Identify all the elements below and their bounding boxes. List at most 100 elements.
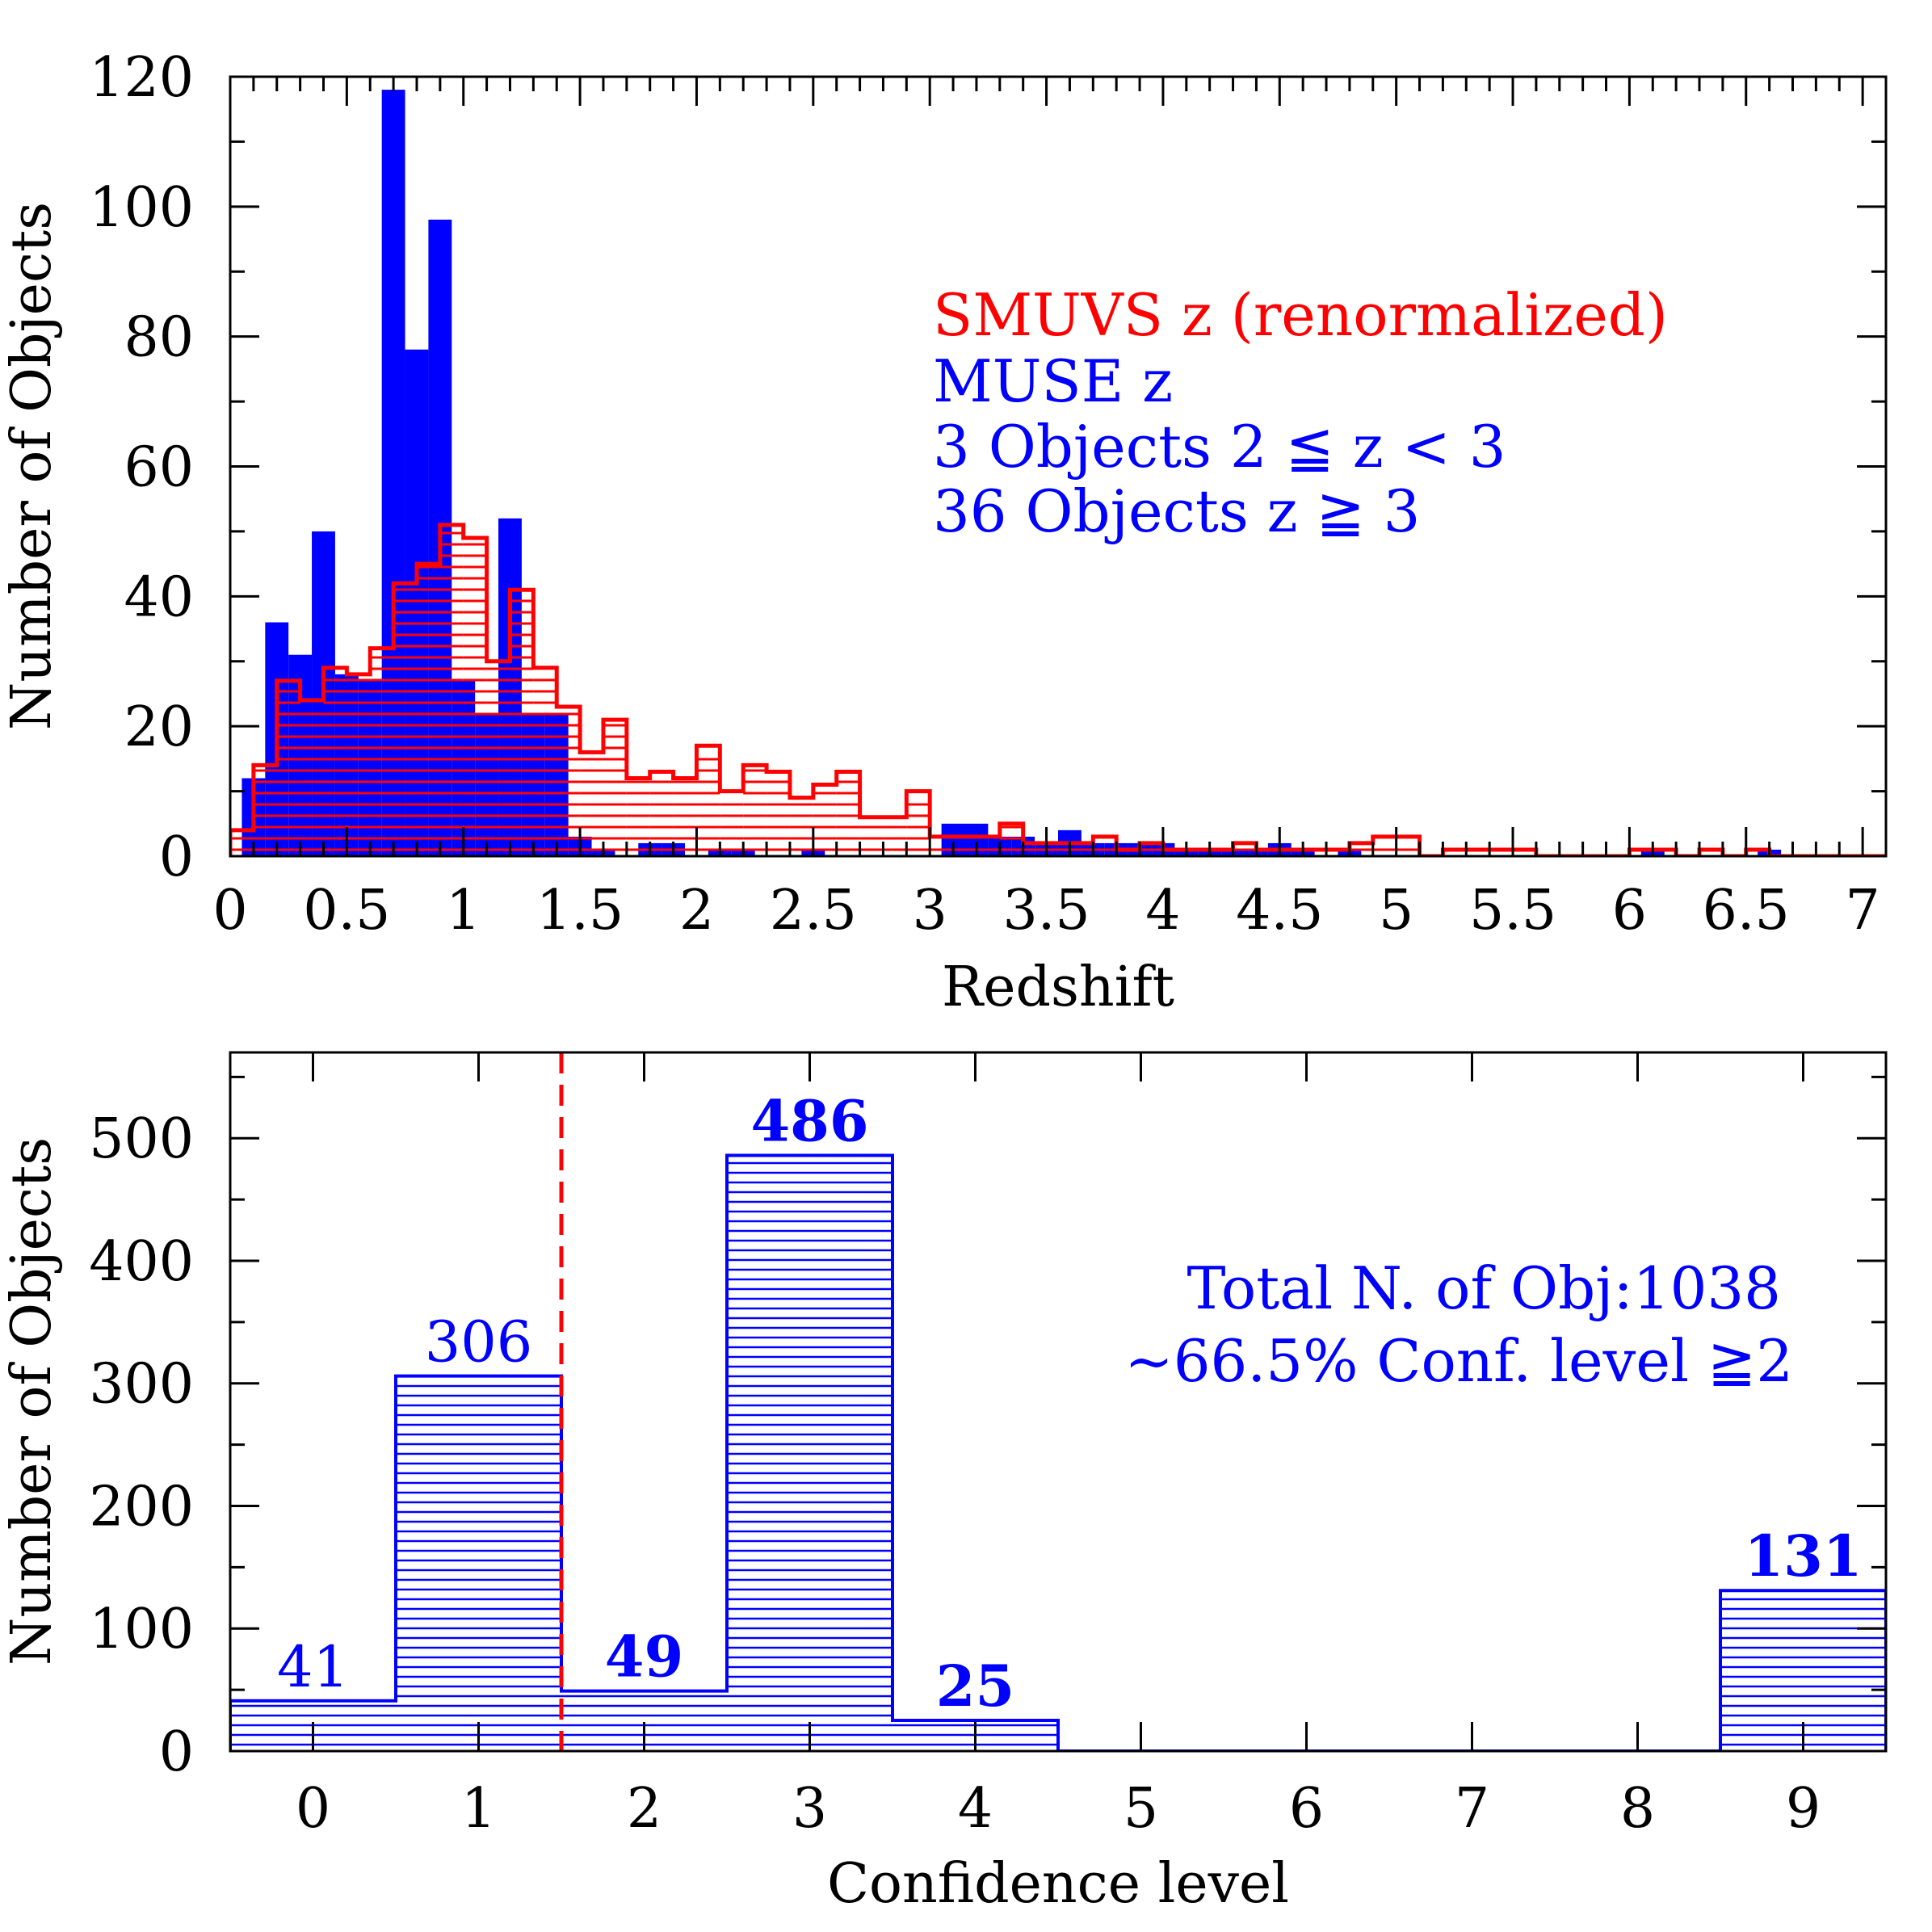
top-x-tick-label: 4	[1145, 879, 1180, 943]
total-objects-text: Total N. of Obj:1038	[1186, 1254, 1781, 1322]
smuvs-bar	[999, 825, 1023, 851]
bottom-x-tick-label: 0	[296, 1777, 330, 1841]
smuvs-bar	[603, 724, 627, 851]
smuvs-bar	[393, 588, 417, 851]
confidence-bars	[230, 1153, 1886, 1751]
smuvs-bar	[276, 690, 300, 851]
muse-bar	[381, 90, 405, 856]
top-y-tick-label: 20	[124, 695, 194, 759]
smuvs-bar	[626, 780, 650, 851]
smuvs-bar	[580, 758, 603, 851]
smuvs-bar	[300, 712, 324, 851]
top-x-tick-label: 6.5	[1703, 879, 1790, 943]
smuvs-bar	[673, 780, 697, 851]
smuvs-bar	[556, 712, 581, 851]
bottom-y-tick-label: 200	[89, 1475, 194, 1539]
bottom-y-tick-label: 500	[89, 1107, 194, 1171]
muse-bar	[498, 518, 522, 856]
top-y-tick-labels: 0 20 40 60 80 100 120	[89, 46, 194, 889]
bottom-x-tick-label: 5	[1124, 1777, 1158, 1841]
smuvs-bar	[883, 825, 907, 851]
bar-value-label: 306	[425, 1309, 533, 1376]
muse-bar	[334, 674, 359, 856]
confidence-bar	[1720, 1598, 1886, 1746]
smuvs-bar	[323, 678, 347, 851]
confidence-bar	[396, 1384, 561, 1746]
bottom-x-tick-label: 9	[1786, 1777, 1821, 1841]
smuvs-bar	[836, 780, 860, 851]
top-x-tick-label: 4.5	[1236, 879, 1323, 943]
bar-value-label: 41	[277, 1634, 349, 1700]
bottom-plot-frame	[229, 1051, 1888, 1753]
bar-value-label: 25	[936, 1653, 1014, 1720]
top-x-tick-label: 2.5	[770, 879, 857, 943]
bottom-y-tick-label: 0	[159, 1720, 194, 1784]
bottom-x-tick-label: 6	[1289, 1777, 1324, 1841]
top-x-tick-label: 0.5	[303, 879, 390, 943]
smuvs-bar	[859, 825, 884, 851]
top-x-tick-label: 3	[913, 879, 947, 943]
muse-bar	[358, 680, 382, 856]
bottom-y-tick-label: 400	[89, 1230, 194, 1294]
legend-count-high-z: 36 Objects z ≧ 3	[933, 477, 1421, 545]
redshift-histogram-panel: 0 0.5 1 1.5 2 2.5 3 3.5 4 4.5 5 5.5 6 6.5 7 0 20 40 60 80 1…	[0, 46, 1888, 1019]
smuvs-bar	[439, 531, 464, 851]
top-x-tick-label: 3.5	[1002, 879, 1090, 943]
smuvs-bar	[813, 792, 837, 851]
top-x-tick-label: 5.5	[1469, 879, 1556, 943]
top-x-axis-label: Redshift	[942, 956, 1174, 1019]
smuvs-bar	[230, 837, 254, 851]
top-plot-frame	[229, 75, 1888, 858]
smuvs-bar	[906, 803, 930, 851]
bottom-x-tick-label: 7	[1455, 1777, 1489, 1841]
smuvs-bar	[416, 565, 440, 851]
confidence-percent-text: ~66.5% Conf. level ≧2	[1124, 1327, 1793, 1395]
legend-muse: MUSE z	[933, 347, 1173, 415]
bottom-x-tick-label: 1	[461, 1777, 496, 1841]
smuvs-bar	[486, 667, 510, 851]
confidence-histogram-panel: 0 1 2 3 4 5 6 7 8 9 0 100 200 300 400 500 41 306 49 486 25…	[0, 1051, 1888, 1916]
top-x-tick-label: 1.5	[536, 879, 624, 943]
bottom-x-tick-label: 3	[792, 1777, 827, 1841]
bar-value-label: 131	[1744, 1522, 1862, 1590]
muse-bar	[521, 713, 545, 856]
bottom-x-tick-labels: 0 1 2 3 4 5 6 7 8 9	[296, 1777, 1821, 1841]
top-y-tick-label: 60	[124, 436, 194, 500]
bottom-x-tick-label: 8	[1620, 1777, 1655, 1841]
bottom-ticks	[230, 1052, 1886, 1753]
legend-smuvs: SMUVS z (renormalized)	[933, 281, 1668, 349]
top-y-tick-label: 80	[124, 306, 194, 370]
smuvs-bar	[743, 769, 767, 851]
legend: SMUVS z (renormalized) MUSE z 3 Objects …	[933, 281, 1668, 545]
legend-count-mid-z: 3 Objects 2 ≦ z < 3	[933, 413, 1506, 481]
top-x-tick-label: 6	[1612, 879, 1647, 943]
muse-bar	[544, 713, 569, 856]
top-x-tick-labels: 0 0.5 1 1.5 2 2.5 3 3.5 4 4.5 5 5.5 6 6.5 7	[212, 879, 1880, 943]
top-x-tick-label: 7	[1845, 879, 1880, 943]
bottom-x-tick-label: 2	[627, 1777, 662, 1841]
top-y-tick-label: 120	[89, 46, 194, 110]
muse-bar	[405, 349, 429, 856]
bottom-y-tick-label: 100	[89, 1598, 194, 1661]
top-y-tick-label: 40	[124, 565, 194, 629]
smuvs-bar	[346, 678, 371, 851]
bar-value-label: 49	[605, 1623, 683, 1690]
muse-bar	[475, 713, 499, 856]
confidence-bar	[727, 1161, 892, 1746]
bar-value-label: 486	[750, 1087, 868, 1154]
smuvs-bar	[720, 803, 744, 851]
top-y-tick-label: 0	[159, 825, 194, 889]
bottom-y-axis-label: Number of Objects	[0, 1137, 64, 1665]
top-y-axis-label: Number of Objects	[0, 202, 64, 730]
smuvs-bar	[766, 780, 790, 851]
top-x-tick-label: 0	[212, 879, 247, 943]
bottom-y-tick-label: 300	[89, 1353, 194, 1417]
bottom-data-labels: 41 306 49 486 25 131	[277, 1087, 1863, 1720]
confidence-outline	[230, 1153, 1886, 1751]
smuvs-bar	[510, 599, 534, 851]
smuvs-bar	[649, 780, 674, 851]
top-x-tick-label: 1	[446, 879, 481, 943]
smuvs-bar	[370, 656, 394, 851]
top-x-tick-label: 5	[1379, 879, 1413, 943]
